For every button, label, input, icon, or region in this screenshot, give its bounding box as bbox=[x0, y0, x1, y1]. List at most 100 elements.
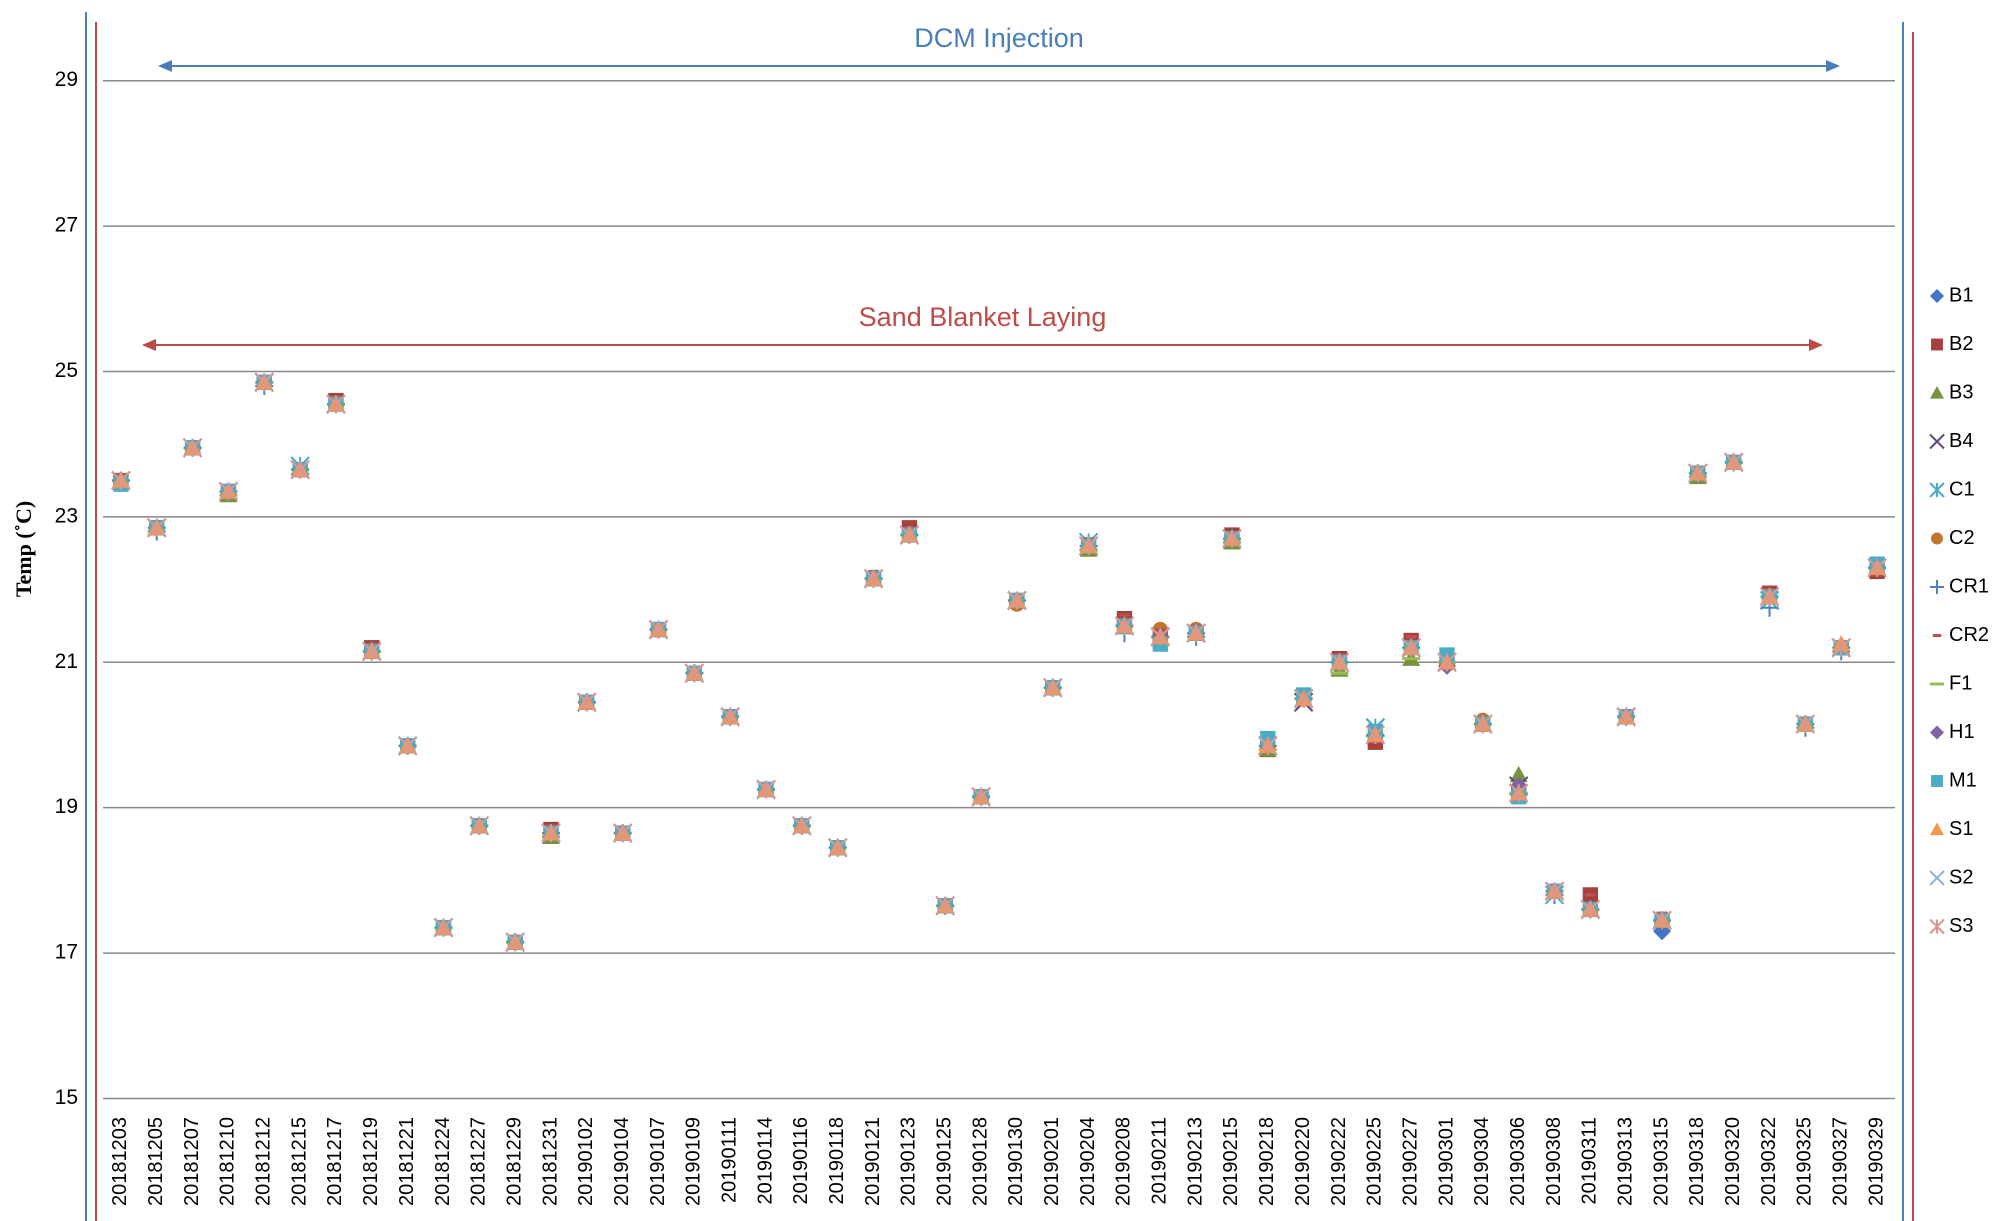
marker bbox=[1329, 652, 1350, 672]
marker bbox=[792, 816, 812, 836]
marker-shape bbox=[1930, 822, 1944, 836]
x-tick-label: 20190215 bbox=[1220, 1117, 1242, 1206]
legend-label: M1 bbox=[1949, 769, 1977, 791]
marker bbox=[684, 663, 705, 683]
legend-label: F1 bbox=[1949, 672, 1972, 694]
legend-label: B1 bbox=[1949, 284, 1973, 306]
x-tick-label: 20181203 bbox=[109, 1117, 131, 1206]
legend-marker bbox=[1931, 775, 1943, 787]
marker-shape bbox=[1930, 289, 1944, 303]
legend-label: C2 bbox=[1949, 527, 1975, 549]
x-tick-label: 20190116 bbox=[790, 1117, 812, 1205]
x-tick-label: 20190201 bbox=[1041, 1117, 1063, 1206]
x-tick-label: 20181224 bbox=[432, 1117, 454, 1206]
marker bbox=[1150, 627, 1170, 647]
y-tick-label: 15 bbox=[55, 1086, 78, 1109]
legend-label: CR1 bbox=[1949, 575, 1989, 597]
x-tick-label: 20181229 bbox=[503, 1117, 525, 1206]
x-tick-label: 20181215 bbox=[288, 1117, 310, 1206]
marker bbox=[1509, 765, 1528, 783]
x-tick-label: 20190104 bbox=[611, 1117, 633, 1206]
marker bbox=[1114, 616, 1135, 636]
marker bbox=[362, 641, 382, 662]
legend-label: CR2 bbox=[1949, 624, 1989, 646]
marker-shape bbox=[1931, 532, 1943, 545]
legend-marker bbox=[1930, 386, 1944, 399]
x-tick-label: 20190220 bbox=[1292, 1117, 1314, 1206]
legend-label: B4 bbox=[1949, 430, 1973, 452]
legend-marker bbox=[1929, 870, 1945, 886]
marker-stroke bbox=[1929, 433, 1945, 450]
marker bbox=[1365, 725, 1386, 745]
legend-marker bbox=[1930, 580, 1944, 594]
x-tick-label: 20181207 bbox=[181, 1117, 203, 1206]
marker bbox=[1508, 783, 1529, 803]
marker bbox=[182, 438, 203, 458]
x-tick-label: 20181210 bbox=[217, 1117, 239, 1206]
marker-shape bbox=[1930, 386, 1944, 399]
x-tick-label: 20190208 bbox=[1113, 1117, 1135, 1206]
x-tick-label: 20181221 bbox=[396, 1117, 418, 1206]
marker bbox=[828, 837, 848, 858]
x-tick-label: 20190320 bbox=[1722, 1117, 1744, 1206]
x-tick-label: 20190123 bbox=[898, 1117, 920, 1206]
x-tick-label: 20190308 bbox=[1543, 1117, 1565, 1206]
x-tick-label: 20190118 bbox=[826, 1117, 848, 1205]
marker bbox=[935, 896, 955, 916]
marker-shape bbox=[1931, 775, 1943, 787]
legend-marker bbox=[1930, 289, 1944, 303]
x-tick-label: 20190102 bbox=[575, 1117, 597, 1206]
marker bbox=[1078, 536, 1099, 556]
legend-label: S1 bbox=[1949, 818, 1973, 840]
marker bbox=[756, 779, 776, 800]
marker bbox=[218, 481, 239, 502]
marker bbox=[326, 394, 346, 414]
x-tick-label: 20190301 bbox=[1435, 1117, 1457, 1206]
x-tick-label: 20190225 bbox=[1364, 1117, 1386, 1206]
marker bbox=[1043, 678, 1063, 698]
x-tick-label: 20181217 bbox=[324, 1117, 346, 1206]
marker bbox=[899, 525, 920, 545]
marker bbox=[1258, 736, 1278, 756]
x-tick-label: 20190218 bbox=[1256, 1117, 1278, 1206]
marker-shape bbox=[1931, 338, 1943, 351]
legend-label: C1 bbox=[1949, 478, 1975, 500]
x-tick-label: 20190222 bbox=[1328, 1117, 1350, 1206]
marker bbox=[111, 470, 131, 491]
marker bbox=[1759, 587, 1780, 607]
x-tick-label: 20190204 bbox=[1077, 1117, 1099, 1206]
x-tick-label: 20190315 bbox=[1650, 1117, 1672, 1206]
marker bbox=[397, 736, 418, 756]
x-tick-label: 20190313 bbox=[1614, 1117, 1636, 1206]
marker bbox=[1544, 881, 1565, 901]
marker bbox=[863, 568, 884, 589]
x-tick-label: 20190311 bbox=[1579, 1117, 1601, 1205]
legend-label: B2 bbox=[1949, 333, 1973, 355]
legend-marker bbox=[1931, 532, 1943, 545]
legend-marker bbox=[1929, 482, 1945, 498]
x-tick-label: 20190211 bbox=[1149, 1117, 1171, 1205]
y-tick-label: 23 bbox=[55, 504, 78, 527]
annotation: DCM Injection bbox=[914, 23, 1084, 53]
x-tick-label: 20190325 bbox=[1794, 1117, 1816, 1206]
x-tick-label: 20190121 bbox=[862, 1117, 884, 1206]
x-tick-label: 20190318 bbox=[1686, 1117, 1708, 1206]
marker bbox=[1831, 638, 1851, 658]
x-tick-label: 20181231 bbox=[539, 1117, 561, 1206]
marker bbox=[971, 787, 991, 807]
marker bbox=[147, 518, 167, 538]
x-tick-label: 20181219 bbox=[360, 1117, 382, 1206]
x-tick-label: 20190329 bbox=[1865, 1117, 1887, 1206]
y-tick-label: 27 bbox=[55, 214, 78, 237]
x-tick-label: 20190109 bbox=[683, 1117, 705, 1206]
x-tick-label: 20190130 bbox=[1005, 1117, 1027, 1206]
marker bbox=[1186, 623, 1206, 643]
marker bbox=[1688, 463, 1708, 483]
marker bbox=[1293, 688, 1314, 709]
legend-label: S3 bbox=[1949, 915, 1973, 937]
marker bbox=[1222, 528, 1242, 549]
x-tick-label: 20190125 bbox=[934, 1117, 956, 1206]
legend-label: B3 bbox=[1949, 381, 1973, 403]
x-tick-label: 20181205 bbox=[145, 1117, 167, 1206]
